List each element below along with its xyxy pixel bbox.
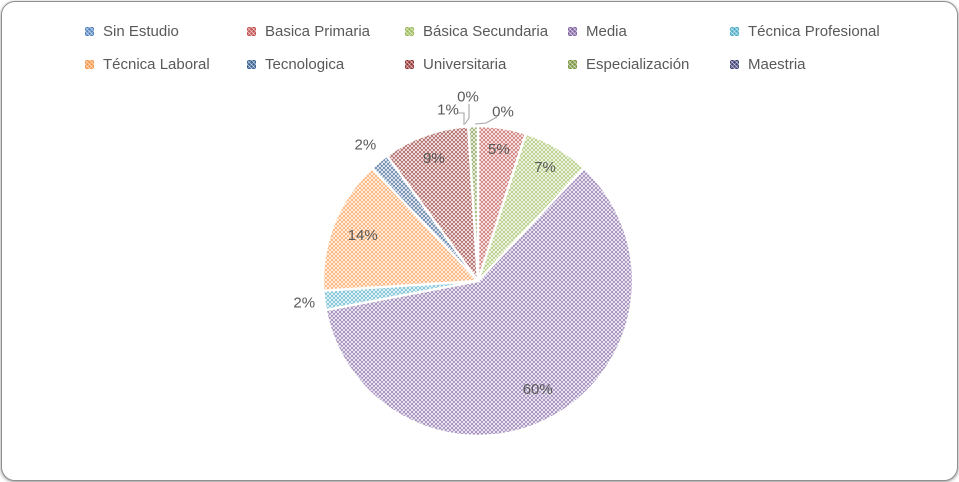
legend-label: Básica Secundaria [423, 23, 549, 40]
data-label-especializaci-n: 1% [437, 102, 459, 119]
label-leader-line [474, 116, 498, 125]
data-label-sin-estudio: 0% [492, 104, 514, 121]
legend-swatch-icon [405, 60, 414, 69]
legend-swatch-icon [85, 60, 94, 69]
legend-label: Media [586, 23, 627, 40]
data-label-t-cnica-laboral: 14% [348, 227, 378, 244]
legend-item-maestria[interactable]: Maestria [730, 56, 806, 73]
pie-slice-especializaci-n[interactable] [467, 124, 480, 283]
legend-label: Técnica Laboral [103, 56, 210, 73]
data-label-maestria: 0% [457, 89, 479, 106]
legend-item-sin-estudio[interactable]: Sin Estudio [85, 23, 179, 40]
data-label-tecnologica: 2% [355, 136, 377, 153]
pie-slice-universitaria[interactable] [385, 125, 480, 283]
legend-swatch-icon [247, 60, 256, 69]
label-leader-line [457, 112, 465, 125]
data-label-media: 60% [523, 381, 553, 398]
legend-label: Sin Estudio [103, 23, 179, 40]
legend-item-tecnologica[interactable]: Tecnologica [247, 56, 344, 73]
label-leader-line [464, 104, 470, 125]
legend-swatch-icon [568, 60, 577, 69]
legend-label: Tecnologica [265, 56, 345, 73]
pie-slice-t-cnica-laboral[interactable] [321, 166, 480, 292]
legend-label: Basica Primaria [265, 23, 371, 40]
legend-item-media[interactable]: Media [568, 23, 627, 40]
data-label-b-sica-secundaria: 7% [534, 159, 556, 176]
legend-label: Técnica Profesional [748, 23, 880, 40]
legend-label: Universitaria [423, 56, 507, 73]
legend-swatch-icon [568, 27, 577, 36]
legend-item-b-sica-secundaria[interactable]: Básica Secundaria [405, 23, 548, 40]
legend-item-basica-primaria[interactable]: Basica Primaria [247, 23, 370, 40]
data-label-universitaria: 9% [423, 150, 445, 167]
legend-item-t-cnica-laboral[interactable]: Técnica Laboral [85, 56, 210, 73]
legend-item-especializaci-n[interactable]: Especialización [568, 56, 689, 73]
pie-slice-media[interactable] [324, 166, 635, 438]
legend-swatch-icon [730, 27, 739, 36]
legend-swatch-icon [247, 27, 256, 36]
data-label-basica-primaria: 5% [488, 141, 510, 158]
data-label-t-cnica-profesional: 2% [293, 294, 315, 311]
legend-label: Especialización [586, 56, 690, 73]
legend-swatch-icon [405, 27, 414, 36]
legend-item-universitaria[interactable]: Universitaria [405, 56, 506, 73]
legend-item-t-cnica-profesional[interactable]: Técnica Profesional [730, 23, 880, 40]
chart-legend: Sin Estudio Basica Primaria Básica Secunda… [0, 0, 959, 90]
legend-swatch-icon [730, 60, 739, 69]
legend-swatch-icon [85, 27, 94, 36]
legend-label: Maestria [748, 56, 806, 73]
